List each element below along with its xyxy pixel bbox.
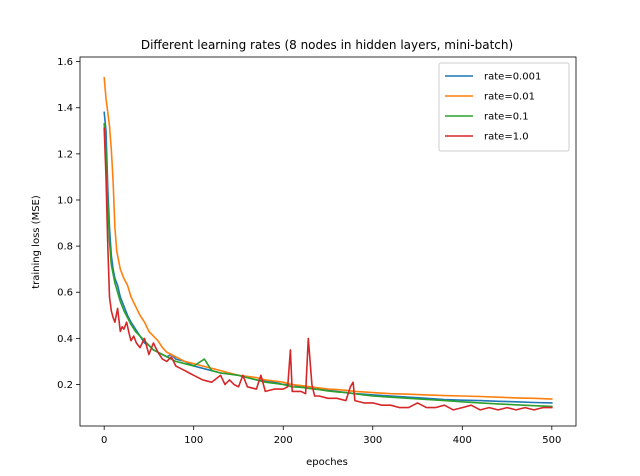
legend-label-2: rate=0.01: [484, 92, 535, 103]
x-tick-label: 100: [184, 435, 203, 446]
x-tick-label: 0: [101, 435, 107, 446]
x-tick-label: 500: [542, 435, 561, 446]
x-tick-label: 200: [274, 435, 293, 446]
x-axis: 0 100 200 300 400 500: [101, 426, 561, 446]
y-tick-label: 1.2: [57, 149, 73, 160]
x-tick-label: 400: [453, 435, 472, 446]
y-axis-label: training loss (MSE): [31, 195, 42, 289]
series-layer: [103, 76, 553, 411]
y-tick-label: 0.4: [57, 334, 73, 345]
series-line-3: [103, 123, 553, 408]
y-tick-label: 1.4: [57, 103, 73, 114]
x-axis-label: epoches: [306, 457, 348, 468]
plot-frame: [79, 56, 577, 427]
legend-items: rate=0.001 rate=0.01 rate=0.1 rate=1.0: [445, 72, 541, 143]
legend-label-4: rate=1.0: [484, 132, 529, 143]
legend-label-1: rate=0.001: [484, 72, 541, 83]
x-tick-label: 300: [363, 435, 382, 446]
legend-box: [438, 62, 570, 152]
y-tick-label: 0.2: [57, 380, 73, 391]
series-line-2: [103, 76, 553, 400]
y-tick-label: 1.6: [57, 57, 73, 68]
y-tick-label: 0.8: [57, 242, 73, 253]
chart-title: Different learning rates (8 nodes in hid…: [141, 38, 513, 52]
y-tick-label: 1.0: [57, 195, 73, 206]
series-line-4: [103, 127, 553, 411]
legend: rate=0.001 rate=0.01 rate=0.1 rate=1.0: [438, 62, 570, 152]
y-tick-label: 0.6: [57, 288, 73, 299]
legend-label-3: rate=0.1: [484, 112, 529, 123]
y-axis: 0.2 0.4 0.6 0.8 1.0 1.2 1.4 1.6: [57, 57, 80, 391]
